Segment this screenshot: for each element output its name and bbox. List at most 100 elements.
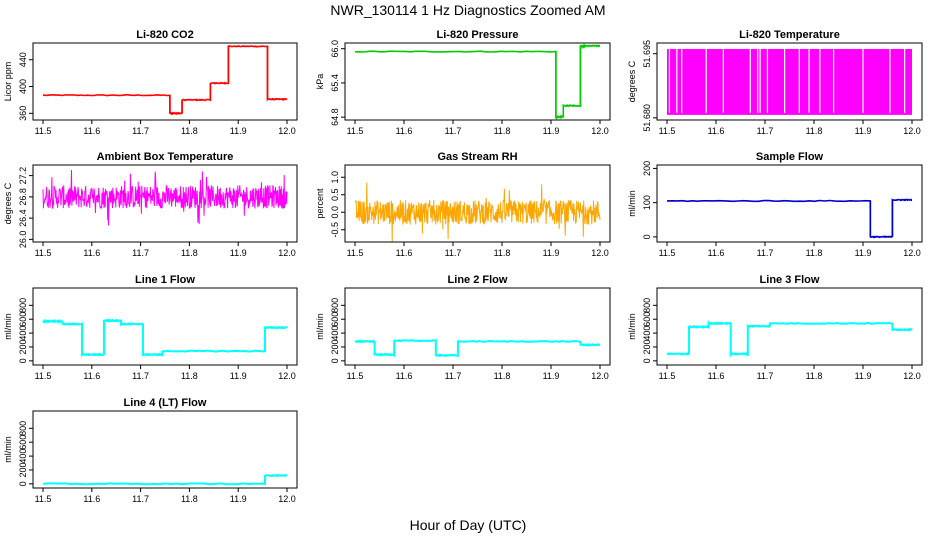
y-tick-label: 26.0	[18, 231, 28, 249]
y-tick-label: 800	[18, 421, 28, 436]
y-tick-label: 800	[642, 298, 652, 313]
panel-ylabel: degrees C	[3, 182, 13, 224]
y-tick-label: 0	[18, 481, 28, 486]
plot-frame	[656, 287, 923, 366]
panel-title: Line 3 Flow	[760, 274, 820, 286]
x-tick-label: 11.6	[396, 371, 413, 381]
panel-9: Line 4 (LT) Flow ml/min 11.5 11.6 11.7 11.8 11…	[3, 397, 298, 504]
y-tick-label: 200	[642, 339, 652, 354]
y-tick-label: 600	[18, 312, 28, 327]
panel-ylabel: ml/min	[627, 313, 637, 340]
y-tick-label: 51.695	[642, 40, 652, 68]
y-tick-label: 400	[330, 326, 340, 341]
panel-6: Line 1 Flow ml/min 11.5 11.6 11.7 11.8 11.9 12.…	[3, 274, 298, 381]
x-tick-label: 11.9	[543, 371, 560, 381]
x-tick-label: 11.6	[396, 248, 413, 258]
y-tick-label: 100	[642, 195, 652, 210]
y-tick-label: 1.0	[330, 171, 340, 184]
x-tick-label: 11.7	[132, 494, 149, 504]
series-group	[42, 44, 288, 116]
panel-ylabel: percent	[315, 188, 325, 219]
y-tick-label: 440	[18, 52, 28, 67]
x-tick-label: 11.7	[132, 371, 149, 381]
series-line	[354, 182, 601, 242]
x-tick-label: 11.9	[230, 494, 247, 504]
x-tick-label: 11.8	[181, 371, 198, 381]
y-tick-label: 64.8	[330, 108, 340, 126]
x-tick-label: 11.8	[806, 371, 823, 381]
panel-title: Li-820 Temperature	[739, 29, 840, 41]
plot-frame	[32, 42, 298, 121]
panel-title: Gas Stream RH	[437, 151, 517, 163]
series-line	[354, 339, 601, 358]
y-tick-label: 600	[330, 312, 340, 327]
x-tick-label: 11.5	[659, 371, 676, 381]
x-tick-label: 11.5	[35, 248, 52, 258]
panel-title: Li-820 CO2	[136, 29, 193, 41]
x-tick-label: 11.5	[347, 371, 364, 381]
y-tick-label: 200	[18, 462, 28, 477]
y-tick-label: 600	[642, 312, 652, 327]
x-tick-label: 11.5	[35, 494, 52, 504]
y-tick-label: 51.680	[642, 104, 652, 132]
x-tick-label: 11.7	[757, 371, 774, 381]
series-group	[354, 182, 601, 242]
x-tick-label: 11.6	[83, 126, 100, 136]
y-tick-label: 800	[18, 298, 28, 313]
series-group	[666, 197, 913, 239]
y-tick-label: 0	[642, 234, 652, 239]
panel-ylabel: ml/min	[3, 313, 13, 340]
series-group	[667, 48, 912, 115]
series-line	[42, 169, 288, 226]
x-tick-label: 11.9	[543, 126, 560, 136]
plot-frame	[32, 164, 298, 243]
y-tick-label: 65.4	[330, 74, 340, 92]
series-line	[666, 197, 913, 239]
x-tick-label: 11.9	[855, 248, 872, 258]
x-tick-label: 12.0	[278, 371, 296, 381]
series-group	[354, 339, 601, 358]
panel-title: Sample Flow	[756, 151, 824, 163]
x-tick-label: 11.5	[35, 126, 52, 136]
x-tick-label: 11.9	[543, 248, 560, 258]
x-tick-label: 11.8	[181, 248, 198, 258]
plot-frame	[344, 42, 611, 121]
x-tick-label: 11.8	[494, 248, 511, 258]
y-tick-label: 0	[642, 358, 652, 363]
x-tick-label: 12.0	[591, 126, 609, 136]
y-tick-label: 600	[18, 435, 28, 450]
x-tick-label: 11.9	[230, 371, 247, 381]
x-tick-label: 11.9	[230, 248, 247, 258]
x-tick-label: 11.6	[708, 371, 725, 381]
panel-7: Line 2 Flow ml/min 11.5 11.6 11.7 11.8 11.9 12.…	[315, 274, 611, 381]
y-tick-label: 400	[18, 326, 28, 341]
panel-ylabel: ml/min	[627, 190, 637, 217]
panel-title: Li-820 Pressure	[437, 29, 519, 41]
x-tick-label: 11.7	[132, 126, 149, 136]
series-group	[42, 473, 288, 486]
x-tick-label: 11.6	[396, 126, 413, 136]
x-tick-label: 11.7	[445, 371, 462, 381]
x-tick-label: 11.7	[445, 126, 462, 136]
x-tick-label: 11.8	[181, 126, 198, 136]
x-tick-label: 11.8	[806, 126, 823, 136]
figure-xlabel: Hour of Day (UTC)	[410, 517, 527, 533]
x-tick-label: 11.9	[855, 126, 872, 136]
panel-3: Ambient Box Temperature degrees C 11.5 11.6…	[3, 151, 298, 258]
panel-1: Li-820 Pressure kPa 11.5 11.6 11.7 11.8 11.9 12…	[315, 29, 611, 136]
x-tick-label: 12.0	[591, 371, 609, 381]
figure-title: NWR_130114 1 Hz Diagnostics Zoomed AM	[330, 2, 605, 18]
x-tick-label: 12.0	[903, 248, 921, 258]
series-group	[354, 43, 601, 120]
plot-frame	[344, 287, 611, 366]
series-group	[666, 319, 913, 359]
x-tick-label: 11.9	[230, 126, 247, 136]
x-tick-label: 11.6	[708, 126, 725, 136]
x-tick-label: 11.7	[757, 248, 774, 258]
x-tick-label: 11.7	[132, 248, 149, 258]
panel-ylabel: kPa	[315, 74, 325, 90]
series-line	[666, 319, 913, 359]
y-tick-label: 66.0	[330, 40, 340, 58]
y-tick-label: 400	[642, 326, 652, 341]
